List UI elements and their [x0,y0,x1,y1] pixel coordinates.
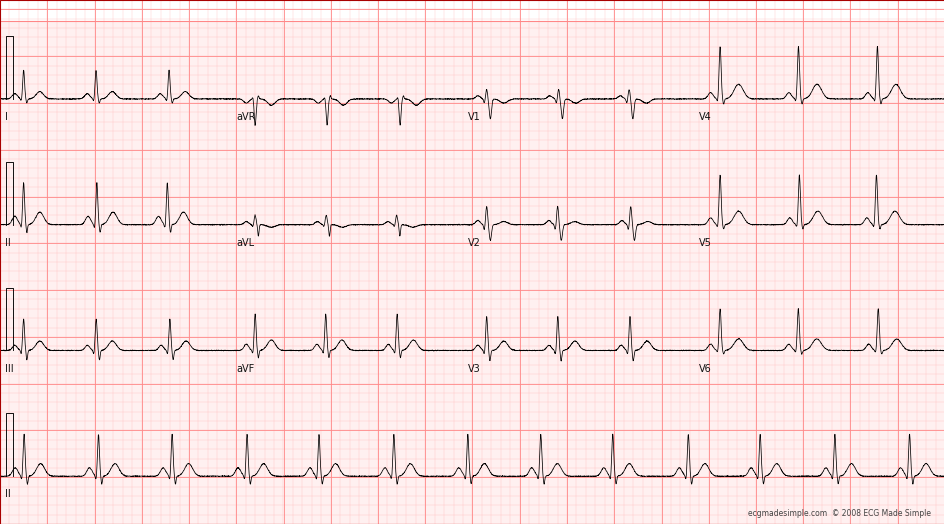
Text: I: I [5,112,8,122]
Text: aVR: aVR [236,112,256,122]
Text: ecgmadesimple.com  © 2008 ECG Made Simple: ecgmadesimple.com © 2008 ECG Made Simple [747,509,930,518]
Text: aVF: aVF [236,364,254,374]
Text: II: II [5,238,10,248]
Text: V5: V5 [699,238,712,248]
Text: V2: V2 [467,238,480,248]
Text: aVL: aVL [236,238,254,248]
Text: V3: V3 [467,364,480,374]
Text: V6: V6 [699,364,711,374]
Text: V4: V4 [699,112,711,122]
Text: III: III [5,364,13,374]
Text: II: II [5,489,10,499]
Bar [0,0,944,21]
Text: V1: V1 [467,112,480,122]
